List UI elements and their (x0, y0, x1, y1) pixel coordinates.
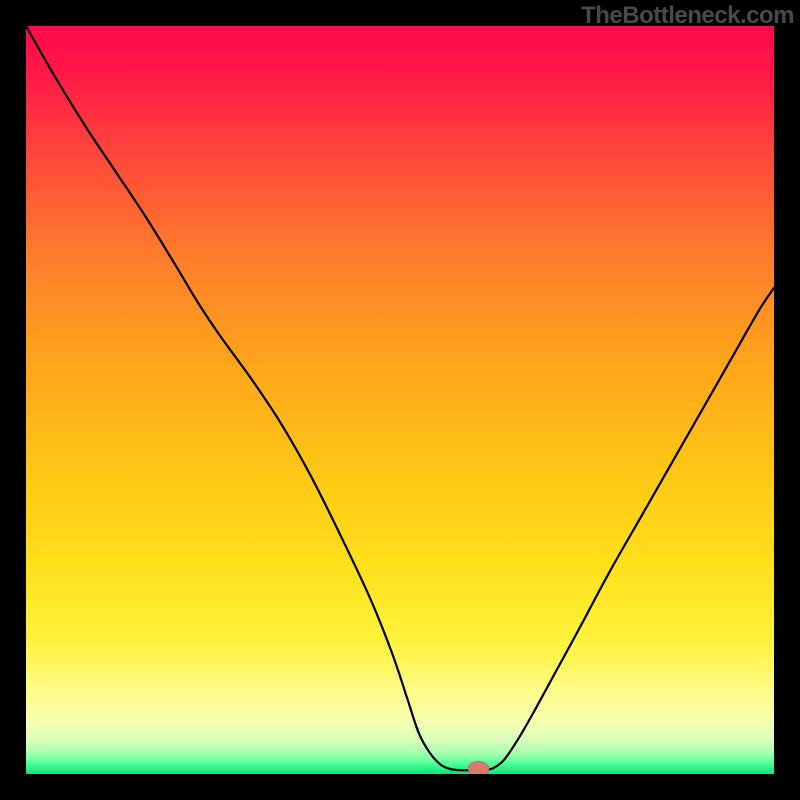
watermark-text: TheBottleneck.com (581, 2, 794, 30)
gradient-background (26, 26, 774, 774)
optimum-marker (468, 761, 489, 774)
plot-area (26, 26, 774, 774)
chart-frame: TheBottleneck.com (0, 0, 800, 800)
chart-svg (26, 26, 774, 774)
